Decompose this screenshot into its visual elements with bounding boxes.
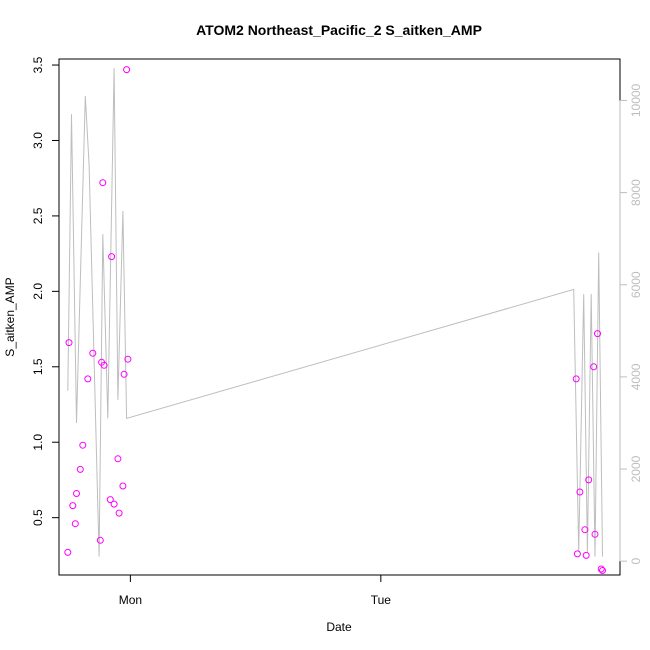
data-point xyxy=(124,355,132,363)
data-point xyxy=(114,455,122,463)
y2-tick-label: 6000 xyxy=(629,271,643,298)
y2-tick-label: 10000 xyxy=(629,83,643,117)
y-tick-label: 0.5 xyxy=(31,509,45,526)
data-point xyxy=(96,536,104,544)
x-axis: Mon Tue xyxy=(119,574,392,607)
y-tick-label: 2.0 xyxy=(31,283,45,300)
data-point xyxy=(106,496,114,504)
data-point xyxy=(119,482,127,490)
y-tick-label: 2.5 xyxy=(31,207,45,224)
y-tick-label: 3.0 xyxy=(31,132,45,149)
data-point xyxy=(590,363,598,371)
data-point xyxy=(123,66,131,74)
y-tick-label: 1.5 xyxy=(31,358,45,375)
data-point xyxy=(585,476,593,484)
series-points-group xyxy=(64,66,606,574)
data-point xyxy=(76,465,84,473)
data-point xyxy=(597,565,605,573)
data-point xyxy=(69,502,77,510)
y-tick-label: 3.5 xyxy=(31,56,45,73)
data-point xyxy=(108,253,116,261)
plot-frame xyxy=(58,58,621,576)
data-point xyxy=(582,551,590,559)
data-point xyxy=(89,349,97,357)
data-point xyxy=(99,179,107,187)
y2-tick-label: 2000 xyxy=(629,455,643,482)
data-point xyxy=(65,339,73,347)
data-point xyxy=(115,509,123,517)
data-point xyxy=(572,375,580,383)
data-point xyxy=(73,490,80,497)
data-point xyxy=(120,370,128,378)
data-point xyxy=(71,520,79,528)
chart-title: ATOM2 Northeast_Pacific_2 S_aitken_AMP xyxy=(196,22,482,38)
y2-tick-label: 4000 xyxy=(629,363,643,390)
data-point xyxy=(581,526,589,534)
series-line-group xyxy=(67,68,603,557)
data-point xyxy=(576,488,584,496)
data-point xyxy=(100,361,108,369)
data-point xyxy=(84,375,92,383)
y2-tick-label: 0 xyxy=(629,558,643,565)
y-tick-label: 1.0 xyxy=(31,434,45,451)
x-axis-label: Date xyxy=(326,620,352,634)
data-point xyxy=(64,548,72,556)
y-axis: 0.5 1.0 1.5 2.0 2.5 3.0 3.5 xyxy=(31,56,60,526)
series-line xyxy=(67,68,603,557)
data-point xyxy=(573,550,581,558)
data-point xyxy=(591,530,599,538)
data-point xyxy=(594,330,601,338)
data-point xyxy=(110,500,118,508)
y2-tick-label: 8000 xyxy=(629,179,643,206)
data-point xyxy=(79,441,87,449)
y-axis-label: S_aitken_AMP xyxy=(3,277,17,356)
x-tick-label: Mon xyxy=(119,593,142,607)
y2-axis: 0 2000 4000 6000 8000 10000 xyxy=(619,83,643,565)
x-tick-label: Tue xyxy=(371,593,392,607)
data-point xyxy=(599,567,606,574)
